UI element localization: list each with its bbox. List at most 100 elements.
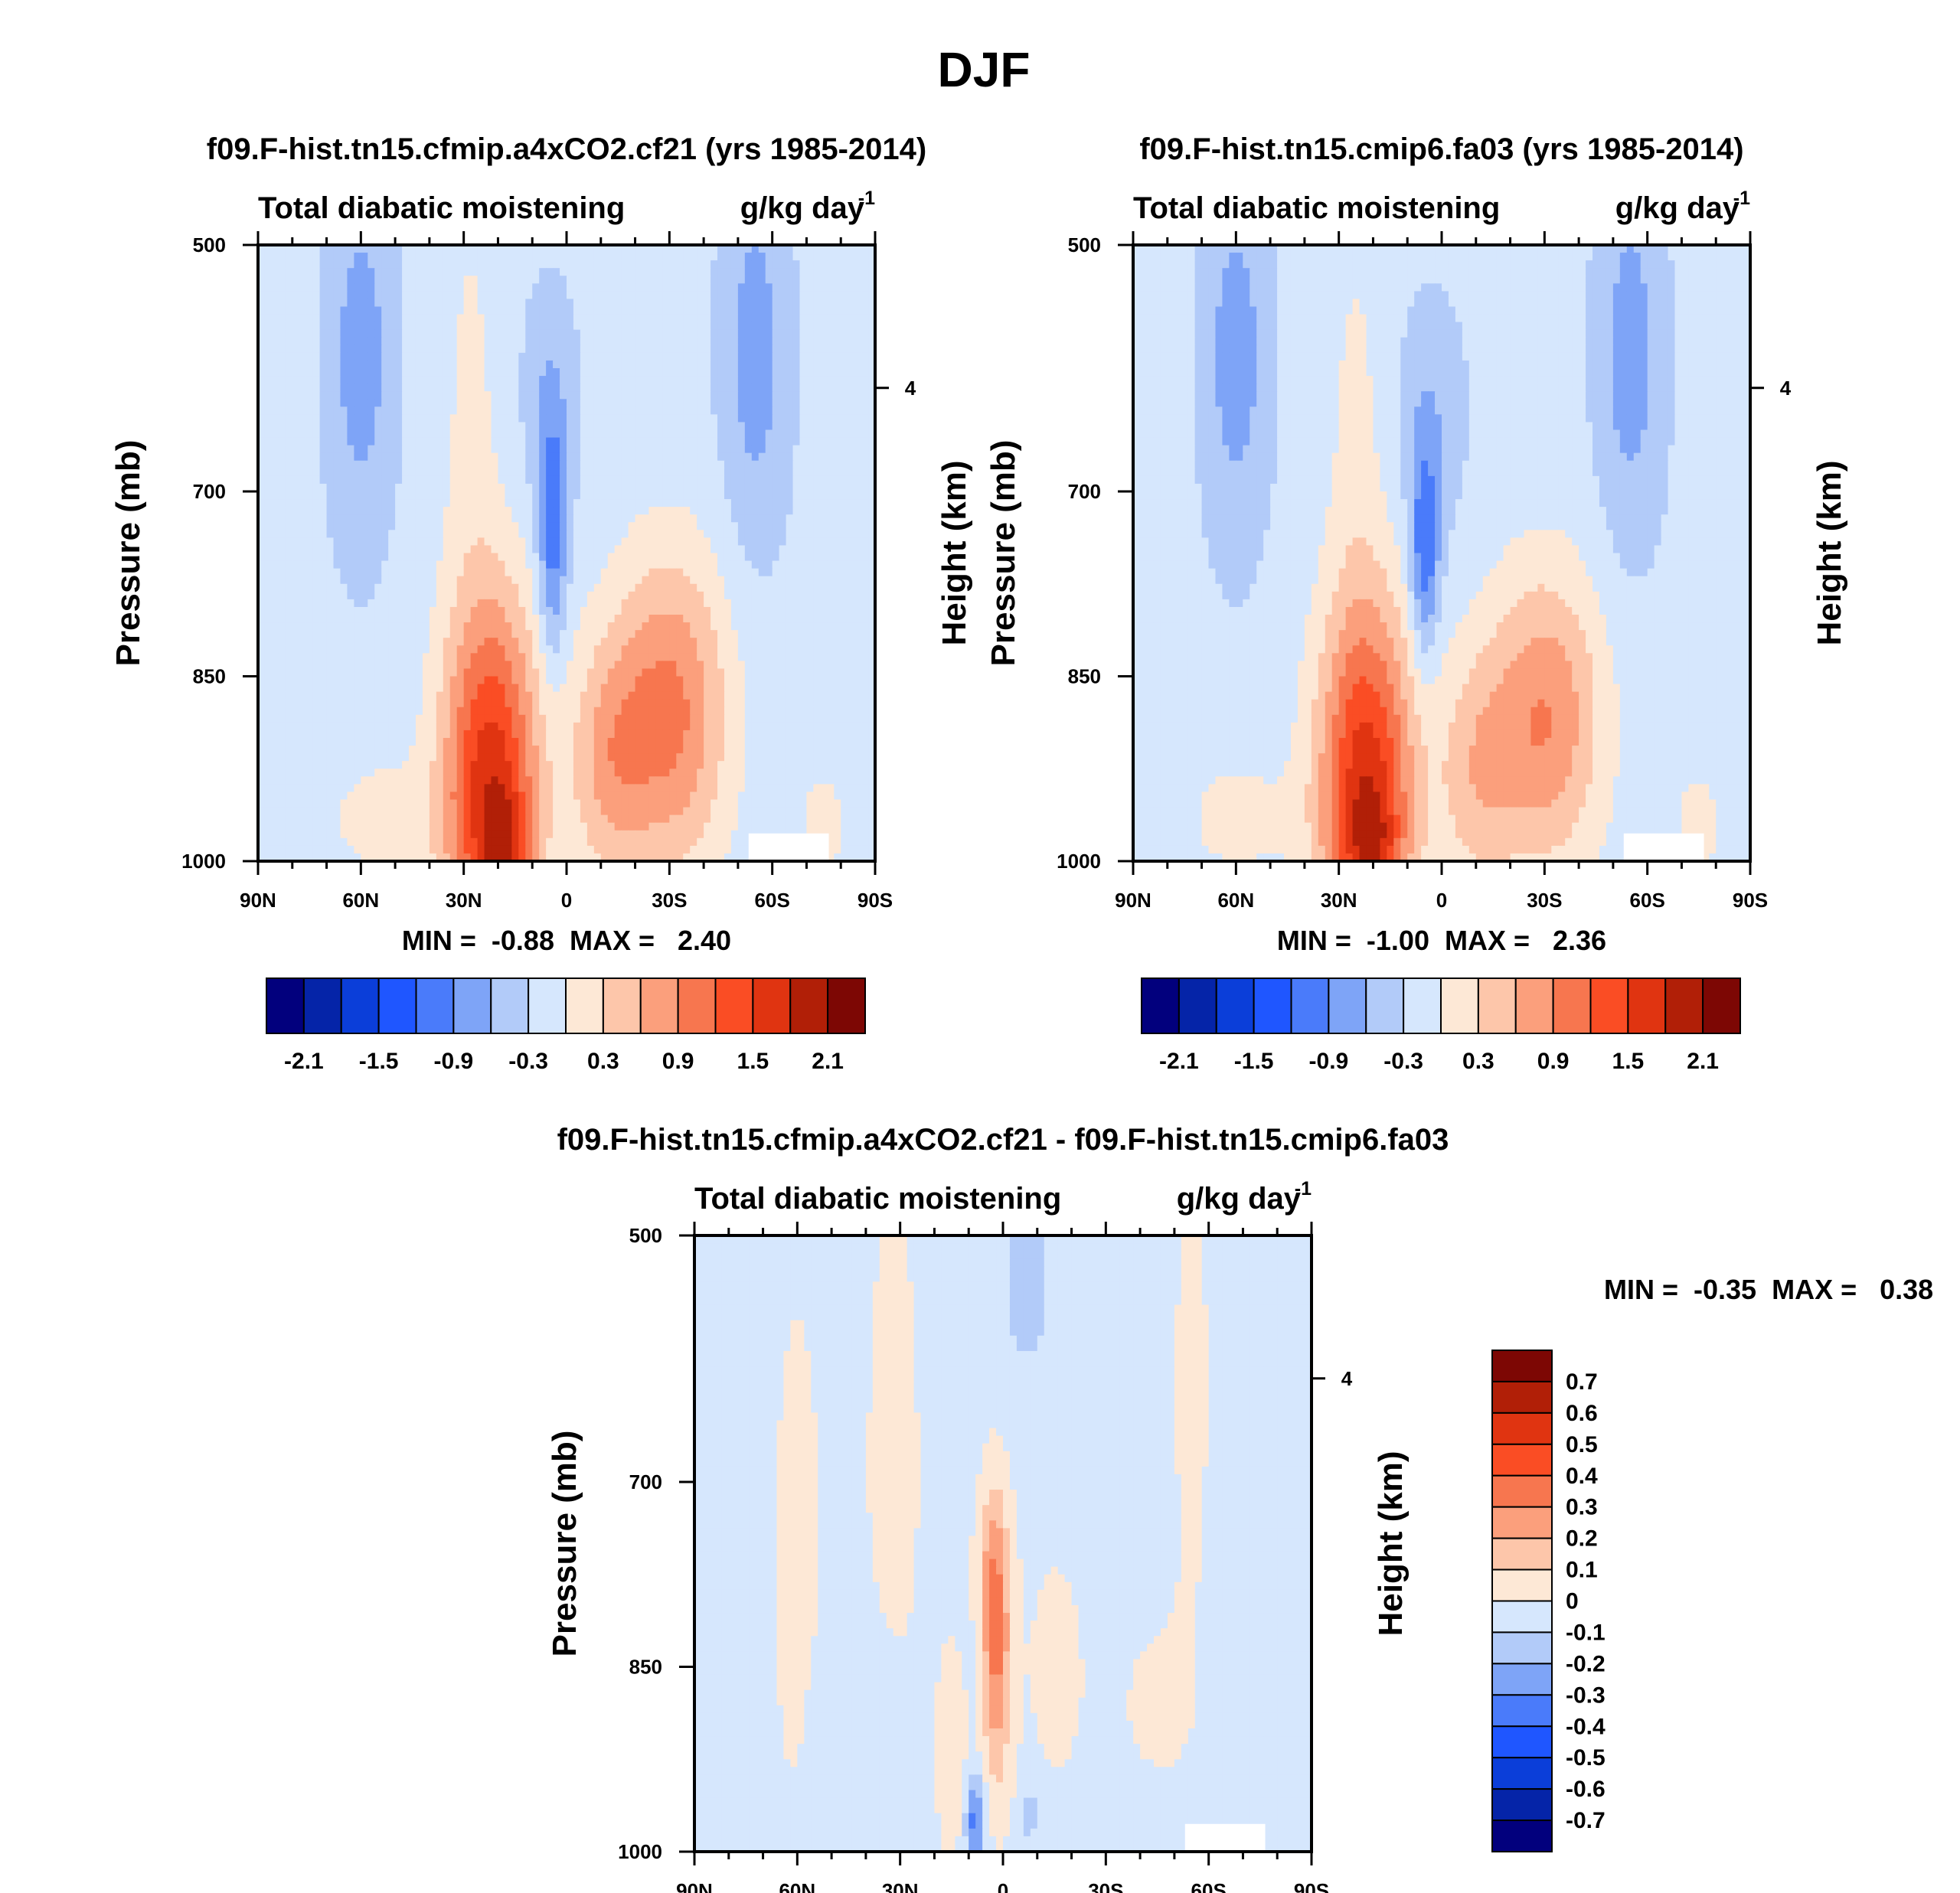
contour-cell (635, 391, 643, 400)
contour-cell (793, 561, 801, 570)
contour-cell (525, 638, 533, 646)
contour-cell (436, 268, 444, 276)
contour-cell (443, 607, 451, 615)
contour-cell (594, 291, 602, 299)
contour-cell (327, 537, 335, 546)
contour-cell (622, 299, 629, 307)
contour-cell (525, 299, 533, 307)
contour-cell (861, 484, 869, 492)
contour-cell (409, 383, 416, 392)
contour-cell (409, 514, 416, 523)
contour-cell (669, 661, 677, 669)
contour-cell (861, 315, 869, 323)
contour-cell (272, 491, 279, 500)
contour-cell (354, 322, 361, 331)
contour-cell (683, 383, 691, 392)
contour-cell (464, 268, 472, 276)
contour-cell (752, 607, 760, 615)
contour-cell (813, 476, 821, 485)
contour-cell (861, 507, 869, 515)
contour-cell (478, 661, 485, 669)
contour-cell (320, 607, 328, 615)
contour-cell (272, 507, 279, 515)
contour-cell (553, 584, 560, 592)
contour-cell (553, 561, 560, 570)
contour-cell (669, 615, 677, 623)
contour-cell (724, 630, 732, 638)
contour-cell (676, 607, 684, 615)
contour-cell (313, 653, 321, 661)
contour-cell (717, 507, 725, 515)
contour-cell (436, 260, 444, 269)
contour-cell (313, 569, 321, 577)
contour-cell (368, 545, 375, 553)
contour-cell (608, 283, 616, 292)
contour-cell (491, 307, 498, 315)
contour-cell (683, 537, 691, 546)
contour-cell (635, 330, 643, 338)
contour-cell (395, 315, 403, 323)
contour-cell (532, 253, 540, 261)
contour-cell (827, 253, 835, 261)
contour-cell (292, 499, 300, 508)
contour-cell (690, 406, 697, 415)
contour-cell (553, 253, 560, 261)
contour-cell (697, 530, 704, 538)
contour-cell (848, 653, 855, 661)
contour-cell (662, 607, 670, 615)
contour-cell (793, 338, 801, 346)
contour-cell (430, 645, 437, 654)
contour-cell (539, 391, 547, 400)
contour-cell (662, 422, 670, 430)
contour-cell (327, 615, 335, 623)
contour-cell (402, 522, 410, 530)
contour-cell (320, 630, 328, 638)
contour-cell (347, 406, 354, 415)
contour-cell (813, 414, 821, 423)
contour-cell (286, 638, 293, 646)
contour-cell (861, 530, 869, 538)
contour-cell (854, 553, 862, 562)
contour-cell (457, 399, 465, 407)
contour-cell (361, 307, 368, 315)
contour-cell (759, 599, 766, 608)
contour-cell (485, 322, 492, 331)
contour-cell (409, 283, 416, 292)
contour-cell (820, 507, 828, 515)
contour-cell (334, 438, 341, 446)
contour-cell (286, 399, 293, 407)
contour-cell (286, 299, 293, 307)
contour-cell (635, 253, 643, 261)
contour-cell (615, 653, 622, 661)
contour-cell (368, 446, 375, 454)
contour-cell (265, 661, 273, 669)
contour-cell (334, 422, 341, 430)
contour-cell (525, 607, 533, 615)
contour-cell (608, 592, 616, 600)
contour-cell (793, 438, 801, 446)
contour-cell (773, 461, 780, 469)
contour-cell (587, 376, 595, 384)
contour-cell (471, 592, 479, 600)
contour-cell (773, 291, 780, 299)
contour-cell (820, 291, 828, 299)
contour-cell (827, 414, 835, 423)
contour-cell (608, 491, 616, 500)
contour-cell (601, 276, 609, 284)
contour-cell (861, 584, 869, 592)
contour-cell (388, 299, 396, 307)
contour-cell (464, 322, 472, 331)
contour-cell (443, 299, 451, 307)
contour-cell (759, 453, 766, 462)
contour-cell (655, 322, 663, 331)
contour-cell (279, 630, 286, 638)
contour-cell (532, 553, 540, 562)
contour-cell (615, 253, 622, 261)
contour-cell (629, 453, 636, 462)
contour-cell (793, 422, 801, 430)
contour-cell (615, 353, 622, 361)
contour-cell (580, 406, 588, 415)
contour-cell (841, 468, 848, 477)
contour-cell (766, 446, 773, 454)
contour-cell (334, 299, 341, 307)
